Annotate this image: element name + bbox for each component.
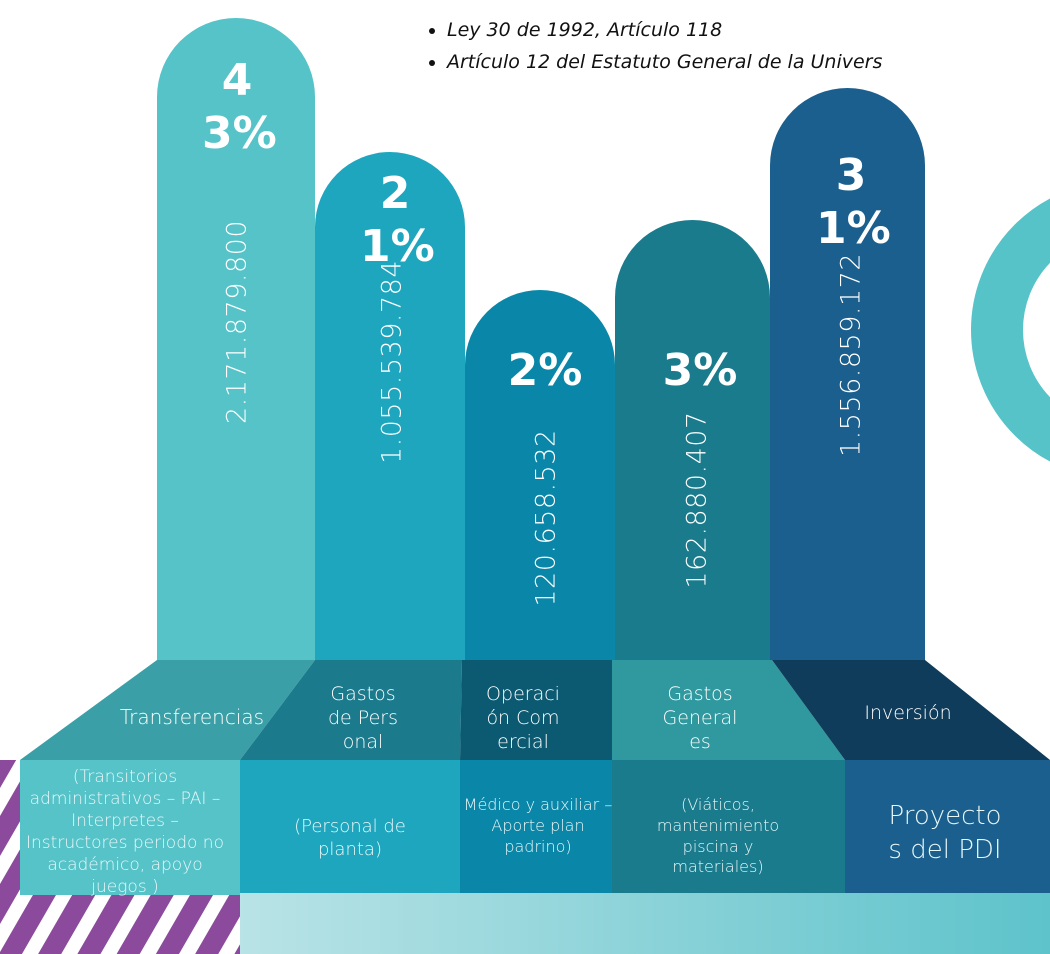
column-title: Operación Comercial <box>485 683 561 754</box>
column-description: (Viáticos, mantenimiento piscina y mater… <box>653 795 783 878</box>
column-title: Gastos Generales <box>661 683 739 754</box>
bullet-list: Ley 30 de 1992, Artículo 118 Artículo 12… <box>425 14 882 78</box>
percent: 31% <box>816 150 886 256</box>
column-description: Médico y auxiliar – Aporte plan padrino) <box>463 795 613 857</box>
amount: 2.171.879.800 <box>222 220 253 424</box>
amount: 162.880.407 <box>682 411 713 588</box>
column-description: (Personal de planta) <box>265 815 435 862</box>
ring <box>997 207 1050 453</box>
column-title: Gastos de Personal <box>323 683 403 754</box>
amount: 1.055.539.784 <box>377 260 408 464</box>
percent: 3% <box>645 345 755 398</box>
percent: 2% <box>490 345 600 398</box>
amount: 1.556.859.172 <box>836 253 867 457</box>
bottom-strip <box>240 893 1050 954</box>
amount: 120.658.532 <box>531 429 562 606</box>
bullet: Ley 30 de 1992, Artículo 118 <box>447 14 882 46</box>
percent: 43% <box>202 55 272 161</box>
bullet: Artículo 12 del Estatuto General de la U… <box>447 46 882 78</box>
page: Ley 30 de 1992, Artículo 118 Artículo 12… <box>0 0 1050 954</box>
column-title: Inversión <box>863 702 953 726</box>
column-title: Transferencias <box>102 705 282 730</box>
column-description: Proyectos del PDI <box>888 800 1003 868</box>
column-description: (Transitorios administrativos – PAI – In… <box>20 766 230 899</box>
percent: 21% <box>360 168 430 274</box>
